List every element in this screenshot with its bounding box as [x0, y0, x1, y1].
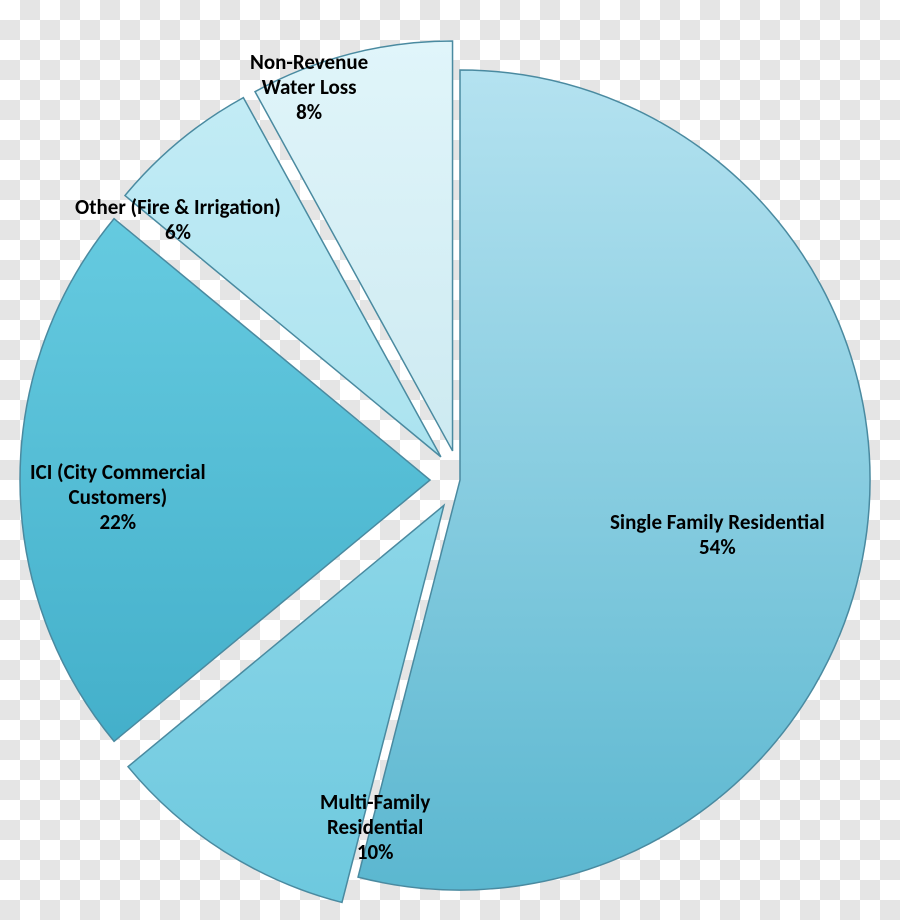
chart-stage: Single Family Residential 54% Multi-Famil… [0, 0, 900, 920]
label-single-family: Single Family Residential 54% [610, 510, 825, 560]
label-ici: ICI (City Commercial Customers) 22% [30, 460, 206, 536]
label-non-revenue: Non-Revenue Water Loss 8% [250, 50, 368, 126]
label-other: Other (Fire & Irrigation) 6% [75, 195, 281, 245]
label-multi-family: Multi-Family Residential 10% [320, 790, 430, 866]
